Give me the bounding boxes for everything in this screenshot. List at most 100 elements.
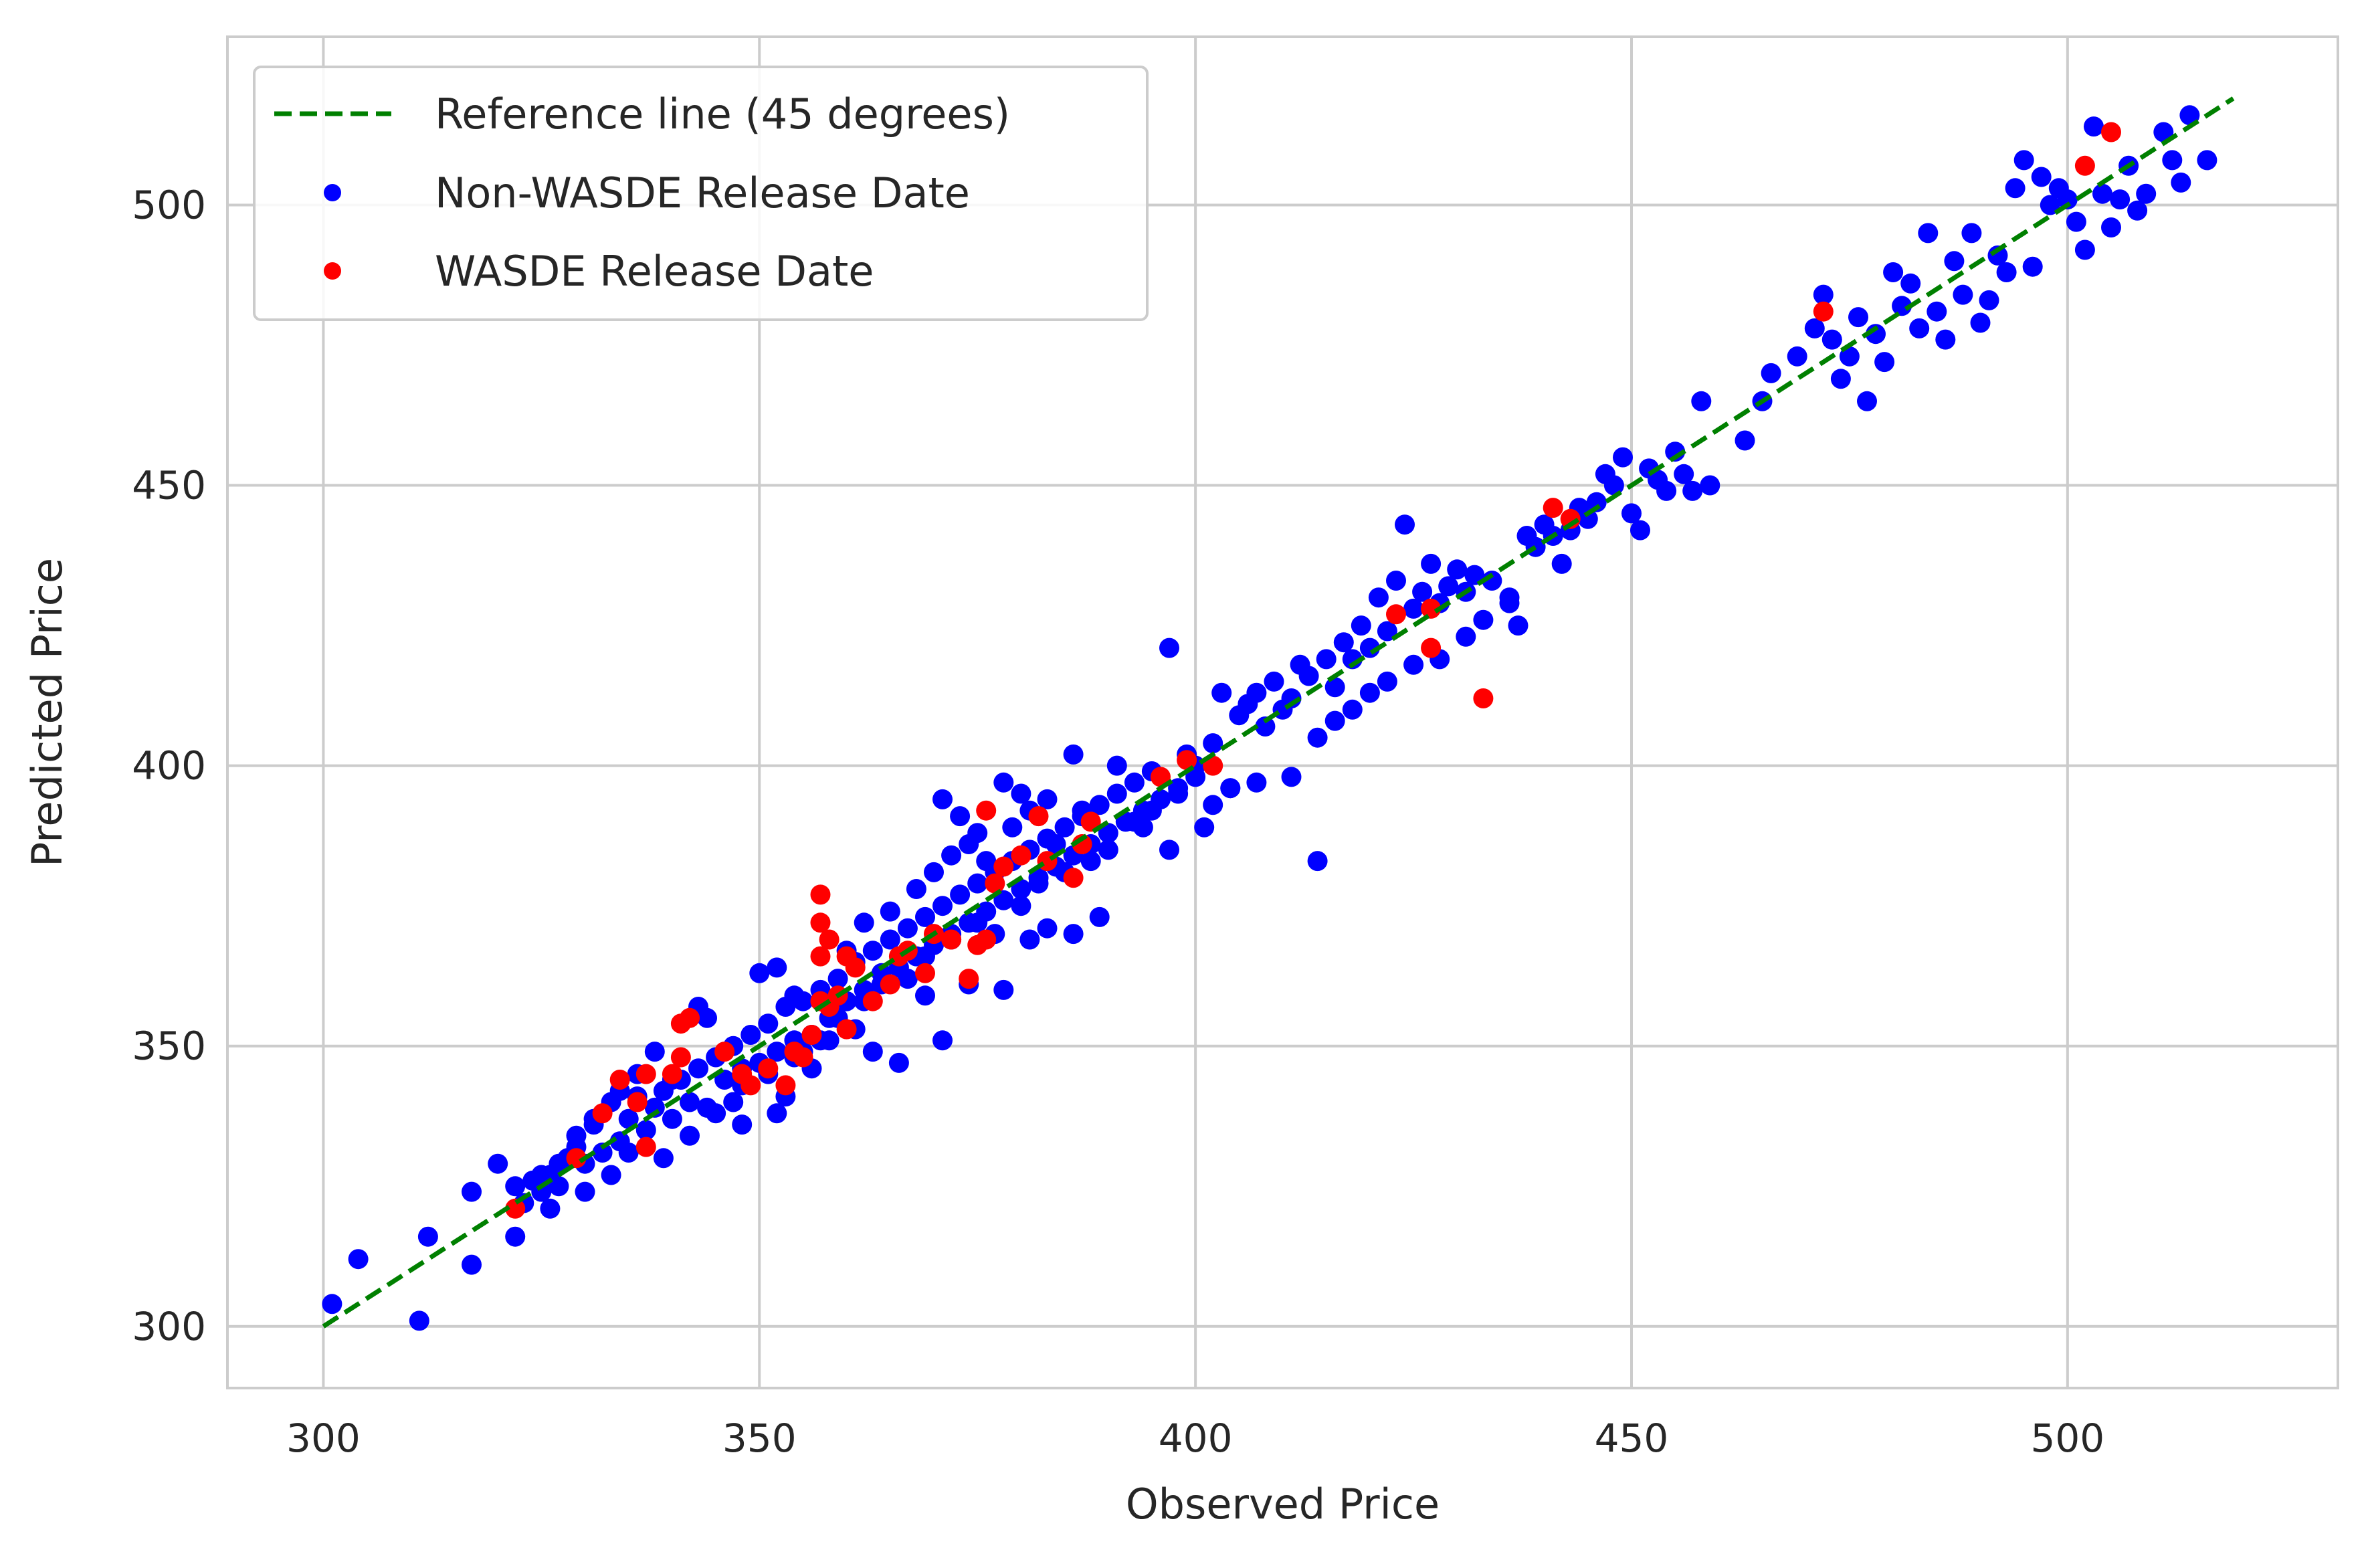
- non-wasde-point: [1168, 783, 1189, 804]
- non-wasde-point: [897, 969, 918, 989]
- non-wasde-point: [1159, 638, 1179, 658]
- non-wasde-point: [1080, 851, 1101, 872]
- non-wasde-point: [1255, 716, 1276, 737]
- wasde-point: [635, 1064, 656, 1084]
- non-wasde-point: [680, 1092, 700, 1112]
- legend-box: [253, 66, 1149, 321]
- non-wasde-point: [1944, 251, 1965, 272]
- non-wasde-point: [1761, 363, 1781, 383]
- non-wasde-point: [1674, 464, 1694, 484]
- non-wasde-point: [967, 873, 988, 894]
- wasde-point: [1203, 755, 1223, 776]
- non-wasde-point: [488, 1153, 508, 1174]
- non-wasde-point: [1386, 571, 1406, 591]
- non-wasde-point: [1874, 352, 1895, 373]
- non-wasde-point: [1246, 772, 1267, 793]
- legend-wasde-swatch: [324, 262, 341, 280]
- non-wasde-point: [1403, 654, 1424, 675]
- non-wasde-point: [2057, 189, 2078, 210]
- x-tick-label: 350: [722, 1415, 797, 1461]
- wasde-point: [810, 946, 831, 967]
- non-wasde-point: [784, 985, 805, 1006]
- wasde-point: [976, 800, 997, 821]
- non-wasde-point: [1996, 262, 2017, 282]
- non-wasde-point: [1089, 795, 1110, 815]
- non-wasde-point: [1656, 480, 1677, 501]
- wasde-point: [505, 1198, 526, 1219]
- non-wasde-point: [1298, 666, 1319, 686]
- non-wasde-point: [880, 901, 900, 922]
- non-wasde-point: [2110, 189, 2131, 210]
- x-tick-label: 450: [1595, 1415, 1669, 1461]
- non-wasde-point: [1935, 329, 1956, 350]
- non-wasde-point: [653, 1148, 674, 1169]
- non-wasde-point: [862, 941, 883, 961]
- wasde-point: [670, 1047, 691, 1068]
- non-wasde-point: [462, 1254, 482, 1275]
- wasde-point: [1177, 750, 1197, 771]
- non-wasde-point: [2074, 239, 2095, 260]
- non-wasde-point: [680, 1125, 700, 1146]
- non-wasde-point: [2162, 150, 2183, 171]
- non-wasde-point: [1857, 391, 1877, 411]
- non-wasde-point: [1002, 817, 1023, 838]
- non-wasde-point: [1839, 346, 1860, 367]
- wasde-point: [1543, 498, 1563, 518]
- non-wasde-point: [1098, 840, 1118, 860]
- non-wasde-point: [732, 1114, 753, 1135]
- non-wasde-point: [1124, 772, 1145, 793]
- non-wasde-point: [2013, 150, 2034, 171]
- non-wasde-point: [767, 957, 787, 978]
- non-wasde-point: [1953, 284, 1973, 305]
- non-wasde-point: [2022, 256, 2043, 277]
- non-wasde-point: [635, 1120, 656, 1141]
- wasde-point: [819, 929, 840, 950]
- non-wasde-point: [915, 985, 935, 1006]
- non-wasde-point: [1970, 312, 1991, 333]
- wasde-point: [758, 1058, 779, 1079]
- non-wasde-point: [1028, 873, 1049, 894]
- non-wasde-point: [697, 1007, 717, 1028]
- plot-frame: [226, 35, 2339, 1389]
- non-wasde-point: [1324, 677, 1345, 698]
- non-wasde-point: [1804, 318, 1825, 338]
- non-wasde-point: [959, 834, 979, 854]
- non-wasde-point: [741, 1025, 761, 1045]
- non-wasde-point: [505, 1226, 526, 1247]
- x-tick-label: 500: [2030, 1415, 2104, 1461]
- non-wasde-point: [662, 1108, 682, 1129]
- wasde-point: [993, 856, 1014, 877]
- non-wasde-point: [417, 1226, 438, 1247]
- wasde-point: [915, 963, 935, 983]
- non-wasde-point: [924, 862, 944, 882]
- non-wasde-point: [1089, 906, 1110, 927]
- wasde-point: [1028, 806, 1049, 827]
- non-wasde-point: [1848, 307, 1868, 328]
- wasde-point: [592, 1103, 613, 1124]
- non-wasde-point: [2084, 116, 2104, 137]
- y-tick-label: 500: [132, 182, 206, 227]
- wasde-point: [985, 873, 1005, 894]
- wasde-point: [680, 1007, 700, 1028]
- non-wasde-point: [2153, 122, 2174, 142]
- non-wasde-point: [1613, 447, 1633, 468]
- non-wasde-point: [2092, 183, 2112, 204]
- non-wasde-point: [1735, 430, 1755, 451]
- wasde-point: [1386, 604, 1406, 625]
- non-wasde-point: [1037, 918, 1058, 939]
- non-wasde-point: [644, 1042, 665, 1062]
- reference-line-layer: [322, 96, 2235, 1329]
- non-wasde-point: [950, 806, 971, 827]
- non-wasde-point: [993, 772, 1014, 793]
- non-wasde-point: [1359, 682, 1380, 703]
- legend-non-wasde-swatch: [324, 184, 341, 201]
- non-wasde-point: [1682, 480, 1703, 501]
- non-wasde-point: [976, 851, 997, 872]
- non-wasde-point: [1691, 391, 1712, 411]
- non-wasde-point: [1141, 800, 1162, 821]
- non-wasde-point: [967, 912, 988, 933]
- non-wasde-point: [854, 912, 874, 933]
- wasde-point: [880, 974, 900, 995]
- non-wasde-point: [915, 946, 935, 967]
